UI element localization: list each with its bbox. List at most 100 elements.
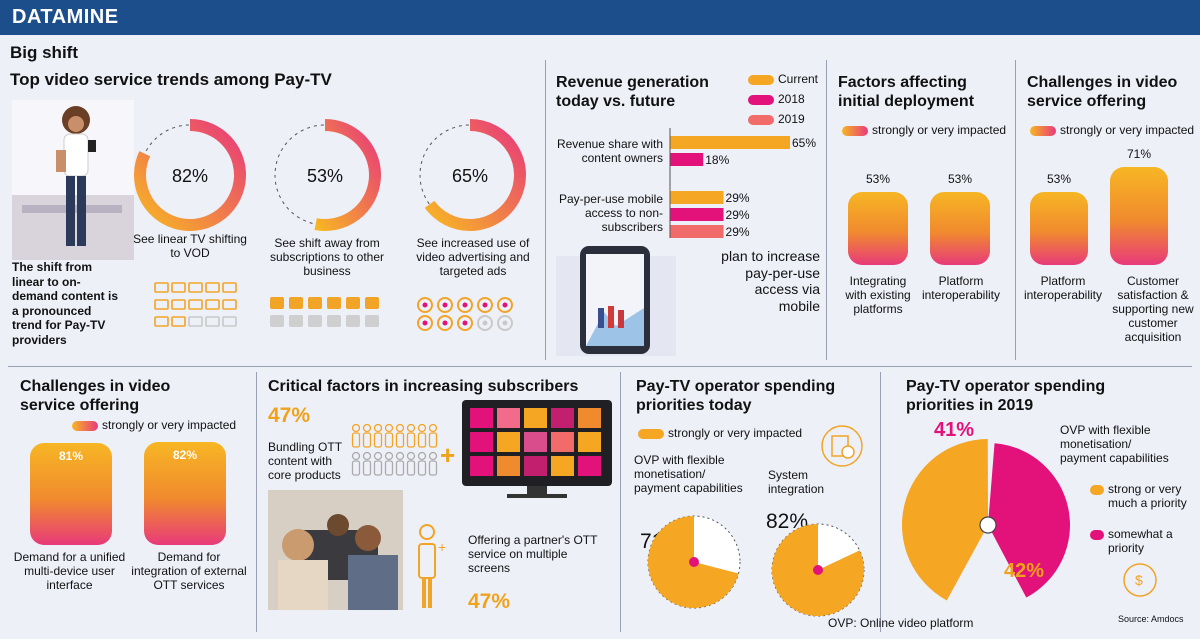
person-body [395,460,405,476]
person-icon [384,423,394,433]
bar [670,208,724,221]
bar-label: 29% [726,225,750,239]
bar [1110,167,1168,265]
revenue-bar-chart: 65% 18% 29% 29% 29% [669,128,816,239]
person-body [406,432,416,448]
bar-category: Customer satisfaction & supporting new c… [1112,274,1194,344]
target-center [422,302,428,308]
tv-tile [497,432,520,452]
person-body [384,460,394,476]
target-icon [457,297,473,313]
person-body [417,432,427,448]
donut-caption: See shift away from subscriptions to oth… [269,236,385,278]
tv-icon [188,282,203,293]
person-icon [395,423,405,433]
person-icon [406,423,416,433]
divider [8,366,1192,367]
tv-icon [205,316,220,327]
legend: strong or very much a priority [1090,482,1188,510]
cash-icon [327,297,341,309]
header-bar: DATAMINE [0,0,1200,35]
cash-icon [346,315,360,327]
person-body [395,432,405,448]
chart-title: Challenges in video service offering [1027,74,1178,110]
phone-illustration [556,246,676,356]
person-body [373,432,383,448]
slice-label: 42% [1004,560,1045,582]
people-icons [351,423,438,476]
cash-icon [270,315,284,327]
bar [848,191,908,265]
legend: strongly or very impacted [842,123,1006,137]
bar-label: 65% [792,136,816,150]
tv-tile [551,456,574,476]
stat-value: 47% [268,404,311,427]
bar-category: Demand for a unified multi-device user i… [13,550,126,592]
divider [545,60,546,360]
bar [670,153,704,166]
bar [30,442,112,545]
section-subheading: Top video service trends among Pay-TV [10,70,332,89]
bar [930,191,990,265]
target-icon [457,315,473,331]
bar-category: Demand for integration of external OTT s… [131,550,247,592]
divider [826,60,827,360]
person-icon [384,451,394,461]
svg-text:$: $ [1135,572,1143,588]
chart-title: Pay-TV operator spending priorities in 2… [906,378,1106,414]
person-screens-icon: + [418,524,446,608]
person-body [351,460,361,476]
person-body [373,460,383,476]
person-icon [428,423,438,433]
tv-icon [205,282,220,293]
cash-icon [346,297,360,309]
cash-icon [270,297,284,309]
tv-tile [551,432,574,452]
target-icon [477,315,493,331]
tv-tile [470,456,493,476]
bar [670,136,790,149]
annotation: plan to increase pay-per-use access via … [721,248,820,314]
woman-photo [12,100,134,260]
pie-caption: OVP with flexible monetisation/ payment … [634,453,743,495]
person-body [362,432,372,448]
person-icon [362,451,372,461]
target-center [462,302,468,308]
bar-label: 53% [865,171,891,186]
pie-caption: System integration [768,468,825,496]
target-icon [497,297,513,313]
tv-icon [222,299,237,310]
tv-tile [578,456,601,476]
tv-icon [222,316,237,327]
donut-value: 53% [307,166,343,186]
person-icon [428,451,438,461]
bar-label: 53% [947,171,973,186]
pie-center [979,516,997,534]
person-icon [362,423,372,433]
coin-hand-icon: $ [1123,563,1157,597]
tv-illustration [462,400,612,498]
donut-arc [134,119,246,231]
bar-label: 82% [172,447,198,462]
cash-icon [308,297,322,309]
donut-value: 65% [452,166,488,186]
tv-icon [171,316,186,327]
target-icon [417,315,433,331]
tv-icon [188,299,203,310]
person-body [428,432,438,448]
target-center [502,302,508,308]
person-icon [351,423,361,433]
bar [670,225,724,238]
target-center [462,320,468,326]
person-body [417,460,427,476]
bar-category: Platform interoperability [1023,274,1103,302]
target-center [482,302,488,308]
pie-center [689,557,699,567]
target-icon [437,297,453,313]
pie-today [647,515,865,617]
tv-tile [578,408,601,428]
bar-category: Integrating with existing platforms [845,274,911,316]
tv-icon [171,299,186,310]
target-center [482,320,488,326]
cash-icon [289,315,303,327]
